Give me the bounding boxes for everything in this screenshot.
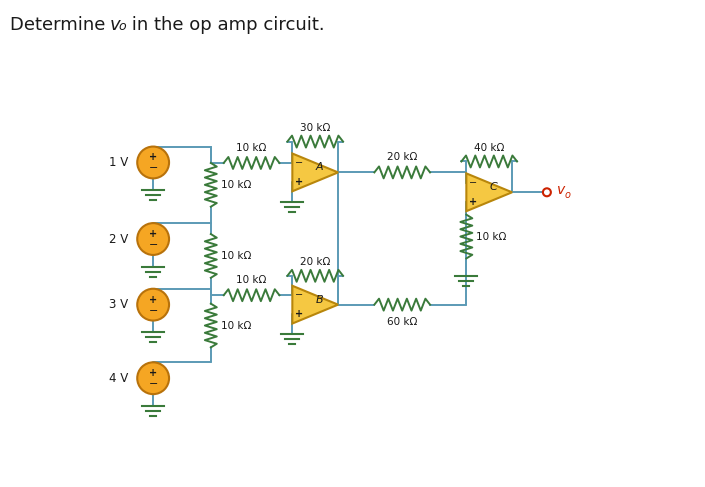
Text: +: +: [295, 309, 303, 319]
Text: B: B: [315, 295, 323, 305]
Text: 3 V: 3 V: [109, 298, 128, 311]
Text: −: −: [470, 178, 477, 188]
Text: 4 V: 4 V: [109, 372, 128, 385]
Text: 30 kΩ: 30 kΩ: [300, 123, 331, 132]
Text: +: +: [149, 229, 157, 239]
Text: 10 kΩ: 10 kΩ: [221, 180, 251, 190]
Text: +: +: [470, 197, 477, 207]
Text: 20 kΩ: 20 kΩ: [387, 152, 417, 163]
Text: +: +: [149, 295, 157, 305]
Text: 2 V: 2 V: [109, 232, 128, 245]
Text: A: A: [315, 163, 323, 172]
Text: −: −: [149, 240, 158, 250]
Text: +: +: [295, 177, 303, 187]
Circle shape: [137, 362, 169, 394]
Text: −: −: [149, 164, 158, 173]
Text: v: v: [109, 16, 120, 34]
Text: Determine: Determine: [10, 16, 111, 34]
Text: 10 kΩ: 10 kΩ: [221, 251, 251, 261]
Text: o: o: [118, 20, 126, 33]
Circle shape: [543, 188, 551, 196]
Polygon shape: [466, 173, 512, 211]
Circle shape: [137, 223, 169, 255]
Text: −: −: [149, 306, 158, 316]
Text: 10 kΩ: 10 kΩ: [236, 143, 266, 153]
Text: C: C: [489, 182, 497, 192]
Polygon shape: [293, 286, 338, 323]
Text: 10 kΩ: 10 kΩ: [221, 320, 251, 331]
Text: −: −: [295, 290, 303, 300]
Text: in the op amp circuit.: in the op amp circuit.: [126, 16, 325, 34]
Text: −: −: [295, 158, 303, 168]
Polygon shape: [293, 153, 338, 191]
Text: +: +: [149, 368, 157, 378]
Text: o: o: [565, 190, 571, 200]
Circle shape: [137, 147, 169, 178]
Text: 10 kΩ: 10 kΩ: [236, 275, 266, 285]
Text: v: v: [557, 183, 565, 197]
Text: 60 kΩ: 60 kΩ: [387, 317, 417, 327]
Circle shape: [137, 289, 169, 320]
Text: 20 kΩ: 20 kΩ: [300, 257, 331, 267]
Text: 1 V: 1 V: [109, 156, 128, 169]
Text: +: +: [149, 152, 157, 163]
Text: 10 kΩ: 10 kΩ: [477, 231, 507, 242]
Text: 40 kΩ: 40 kΩ: [474, 143, 504, 152]
Text: −: −: [149, 379, 158, 389]
